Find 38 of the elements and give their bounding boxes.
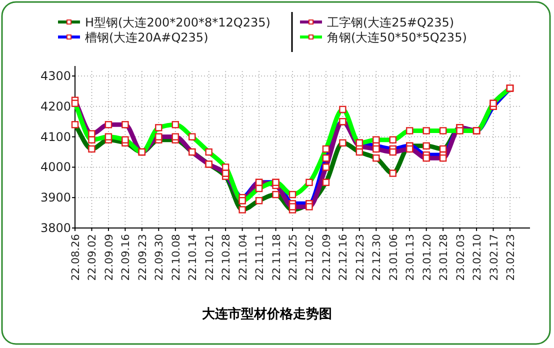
- x-tick-label: 23.01.06: [388, 234, 400, 281]
- x-tick-label: 22.12.16: [338, 234, 350, 281]
- x-tick-label: 22.08.26: [70, 234, 82, 281]
- x-tick-label: 22.11.04: [237, 234, 250, 281]
- x-tick-label: 23.01.28: [438, 234, 450, 281]
- x-tick-label: 22.09.02: [86, 234, 99, 281]
- x-tick-label: 22.09.09: [103, 234, 116, 281]
- legend-label: H型钢(大连200*200*8*12Q235): [85, 16, 270, 30]
- legend-label: 角钢(大连50*50*5Q235): [327, 30, 467, 44]
- x-tick-label: 22.10.28: [220, 234, 233, 281]
- y-tick-label: 4100: [40, 130, 71, 144]
- legend-label: 槽钢(大连20A#Q235): [85, 30, 208, 44]
- x-tick-label: 22.11.11: [254, 234, 266, 281]
- x-tick-label: 22.12.02: [304, 234, 316, 281]
- y-tick-label: 3900: [40, 190, 71, 205]
- x-tick-label: 22.10.08: [170, 234, 182, 281]
- y-tick-label: 4000: [40, 160, 71, 174]
- y-tick-label: 4200: [40, 99, 71, 114]
- x-tick-label: 22.12.23: [354, 234, 366, 281]
- x-tick-label: 22.09.23: [136, 234, 149, 281]
- x-tick-label: 22.10.21: [204, 234, 216, 281]
- legend-label: 工字钢(大连25#Q235): [327, 16, 454, 30]
- x-tick-label: 23.02.10: [472, 234, 484, 281]
- x-tick-label: 22.10.14: [187, 234, 200, 281]
- x-tick-label: 22.11.18: [270, 234, 283, 281]
- y-tick-label: 4300: [40, 69, 71, 83]
- x-tick-label: 22.12.30: [371, 234, 384, 281]
- x-tick-label: 23.02.17: [488, 234, 500, 281]
- x-tick-label: 22.09.30: [154, 234, 166, 281]
- x-tick-label: 22.09.16: [120, 234, 132, 281]
- y-tick-label: 3800: [40, 221, 71, 235]
- x-tick-label: 22.11.25: [288, 234, 300, 281]
- x-tick-label: 23.02.23: [505, 234, 517, 281]
- x-tick-label: 23.01.20: [421, 234, 434, 281]
- x-tick-label: 23.01.13: [404, 234, 417, 281]
- text: 大连市型材价格走势图: [202, 306, 332, 322]
- x-tick-label: 22.12.09: [320, 234, 333, 281]
- x-tick-label: 23.02.03: [454, 234, 467, 281]
